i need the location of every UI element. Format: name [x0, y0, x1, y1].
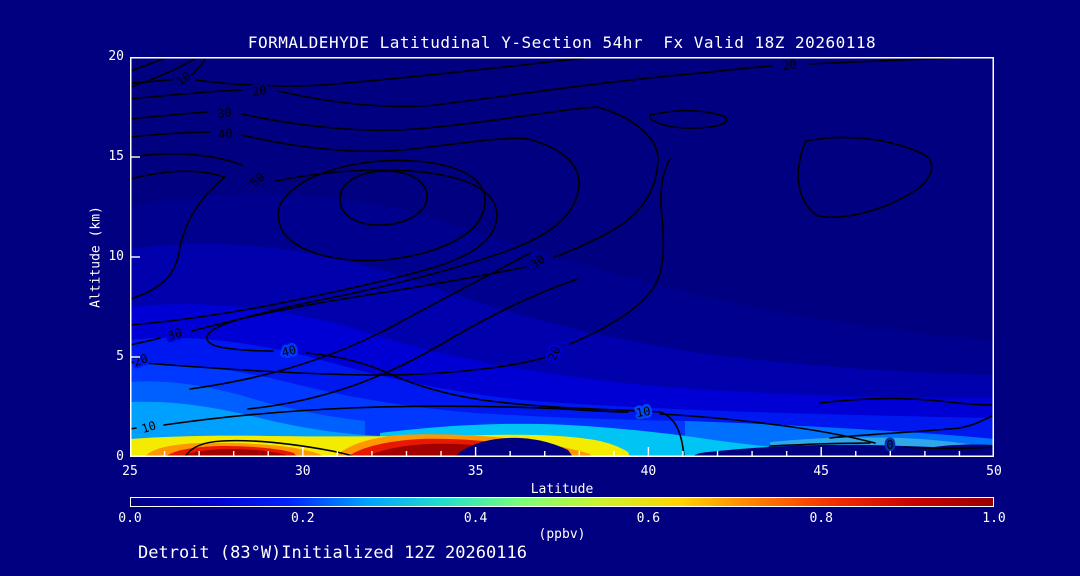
y-axis-tick-label: 0: [116, 449, 124, 464]
x-axis-tick-label: 30: [294, 464, 311, 479]
contour-label: 20: [781, 57, 797, 73]
colorbar-tick-label: 0.6: [636, 511, 661, 526]
y-axis-tick-label: 15: [108, 149, 124, 164]
x-axis-tick-label: 40: [640, 464, 657, 479]
contour-label: 30: [216, 105, 232, 121]
contour-label: 0: [886, 438, 893, 452]
colorbar-tick-label: 0.0: [118, 511, 142, 526]
filled-contours: [130, 57, 994, 457]
colorbar-tick-label: 0.2: [291, 511, 315, 526]
plot-frame: [130, 57, 994, 457]
station-init-caption: Detroit (83°W)Initialized 12Z 20260116: [138, 543, 527, 563]
x-axis-tick-label: 35: [467, 464, 484, 479]
y-axis-tick-label: 20: [108, 49, 124, 64]
y-axis-tick-label: 10: [108, 249, 124, 264]
colorbar-units-label: (ppbv): [538, 527, 586, 542]
x-axis-tick-label: 45: [813, 464, 830, 479]
x-axis-title: Latitude: [530, 482, 594, 497]
colorbar-tick-label: 1.0: [982, 511, 1006, 526]
contour-label: 20: [251, 83, 267, 99]
contour-label: 40: [217, 126, 233, 142]
plot-title: FORMALDEHYDE Latitudinal Y-Section 54hr …: [247, 33, 877, 52]
colorbar: [130, 497, 994, 507]
axis-ticks: [130, 57, 994, 457]
contour-label: 40: [280, 343, 298, 360]
colorbar-tick-label: 0.8: [809, 511, 833, 526]
y-axis-tick-label: 5: [116, 349, 124, 364]
contour-label: 10: [635, 404, 652, 420]
x-axis-tick-label: 50: [986, 464, 1002, 479]
colorbar-tick-label: 0.4: [463, 511, 488, 526]
line-contours: [130, 57, 994, 457]
x-axis-tick-label: 25: [122, 464, 138, 479]
